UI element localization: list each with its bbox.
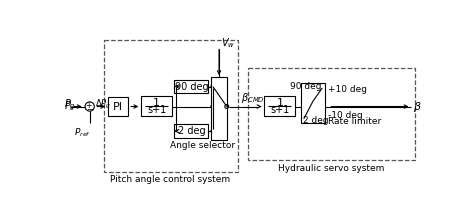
- Text: +10 deg: +10 deg: [328, 85, 367, 94]
- Bar: [141, 96, 172, 116]
- Bar: [248, 68, 415, 160]
- Bar: [174, 124, 208, 138]
- Text: -10 deg: -10 deg: [328, 111, 363, 120]
- Text: $V_w$: $V_w$: [220, 36, 235, 49]
- Text: 2 deg: 2 deg: [178, 126, 205, 136]
- Text: $\beta$: $\beta$: [413, 100, 422, 114]
- Bar: [264, 96, 295, 116]
- Text: 90 deg: 90 deg: [290, 82, 321, 91]
- Text: Angle selector: Angle selector: [170, 141, 236, 150]
- Text: $\beta_{CMD}$: $\beta_{CMD}$: [241, 91, 265, 105]
- Text: +: +: [85, 101, 91, 110]
- Text: 1: 1: [276, 98, 283, 108]
- Text: 90 deg: 90 deg: [174, 82, 208, 92]
- Bar: [211, 77, 227, 140]
- Text: $P_s$: $P_s$: [64, 100, 75, 113]
- Text: PI: PI: [113, 101, 123, 111]
- Text: Hydraulic servo system: Hydraulic servo system: [278, 163, 385, 172]
- Text: $P_g$: $P_g$: [64, 98, 75, 112]
- Text: Pitch angle control system: Pitch angle control system: [110, 175, 231, 184]
- Bar: [301, 83, 325, 123]
- Text: s+1: s+1: [147, 105, 166, 115]
- Text: $P_{ref}$: $P_{ref}$: [73, 126, 91, 139]
- Bar: [174, 80, 208, 94]
- Text: s+1: s+1: [270, 105, 290, 115]
- Text: 2 deg: 2 deg: [303, 116, 328, 125]
- Bar: [103, 40, 238, 172]
- Text: $\Delta P_g$: $\Delta P_g$: [95, 98, 111, 111]
- Bar: [108, 97, 128, 116]
- Text: −: −: [86, 105, 93, 114]
- Text: Rate limiter: Rate limiter: [328, 117, 382, 126]
- Text: 1: 1: [153, 98, 160, 108]
